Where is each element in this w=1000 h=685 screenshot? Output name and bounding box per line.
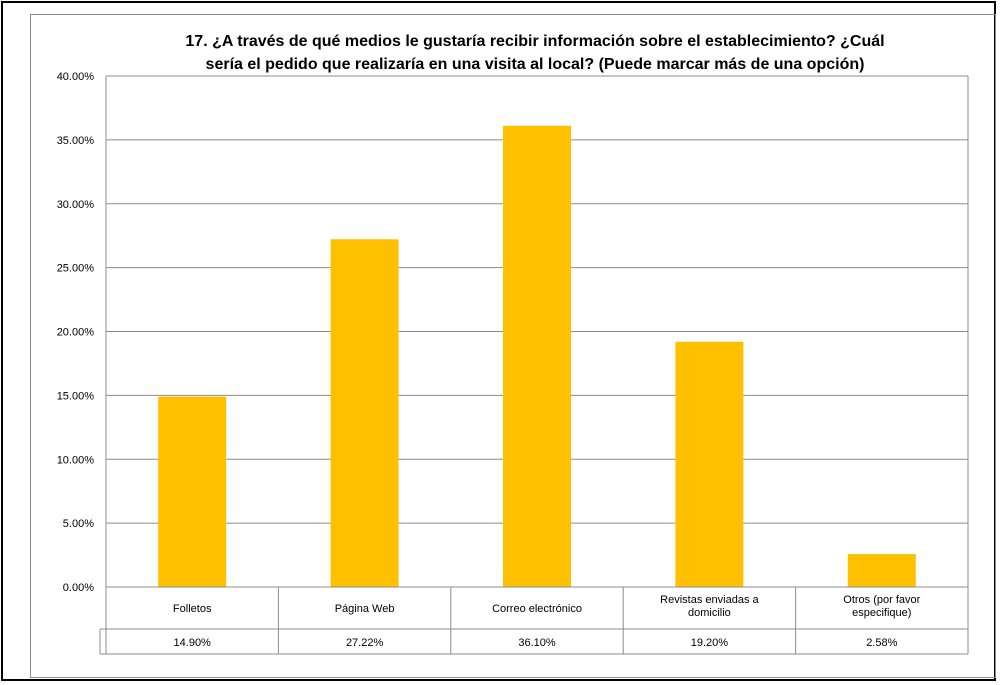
- table-value-5: 2.58%: [866, 637, 897, 649]
- bar-2: [330, 239, 399, 587]
- y-tick-label: 5.00%: [63, 518, 94, 530]
- chart-title-line-2: sería el pedido que realizaría en una vi…: [205, 56, 865, 73]
- chart-title-line-1: 17. ¿A través de qué medios le gustaría …: [185, 33, 885, 50]
- category-label-3: Correo electrónico: [492, 603, 582, 615]
- y-tick-label: 10.00%: [57, 454, 95, 466]
- table-value-4: 19.20%: [691, 637, 729, 649]
- category-label-5: Otros (por favor especifique): [843, 594, 920, 619]
- bar-5: [847, 554, 916, 587]
- y-tick-label: 40.00%: [57, 71, 95, 83]
- bar-1: [158, 396, 227, 587]
- y-tick-label: 0.00%: [63, 582, 94, 594]
- table-value-2: 27.22%: [346, 637, 384, 649]
- chart-title: 17. ¿A través de qué medios le gustaría …: [120, 30, 950, 76]
- table-value-1: 14.90%: [174, 637, 212, 649]
- y-tick-label: 30.00%: [57, 199, 95, 211]
- table-value-3: 36.10%: [518, 637, 556, 649]
- y-tick-label: 20.00%: [57, 327, 95, 339]
- bar-3: [503, 125, 571, 587]
- category-label-1: Folletos: [173, 603, 212, 615]
- category-label-4: Revistas enviadas a domicilio: [660, 594, 759, 619]
- chart-area-frame: [30, 14, 996, 678]
- y-tick-label: 15.00%: [57, 390, 95, 402]
- y-tick-label: 35.00%: [57, 135, 95, 147]
- category-label-2: Página Web: [335, 603, 395, 615]
- bar-4: [675, 341, 744, 587]
- y-tick-label: 25.00%: [57, 263, 95, 275]
